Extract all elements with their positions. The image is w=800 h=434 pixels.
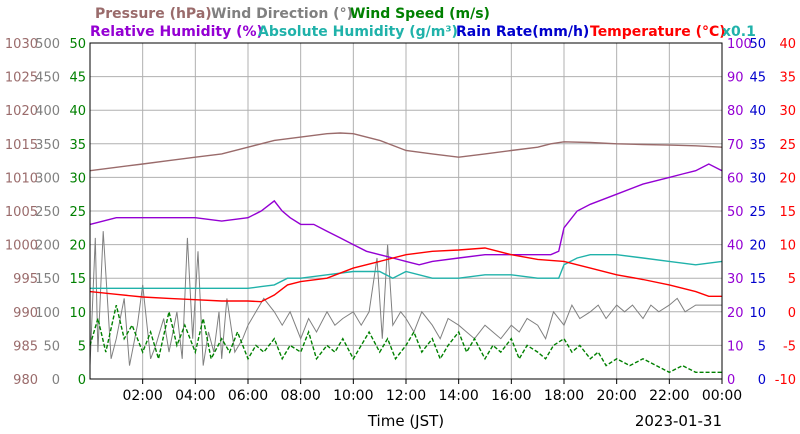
wind-speed-tick-label: 45	[69, 71, 86, 86]
rain-rate-tick-label: 10	[749, 306, 766, 321]
wind-direction-tick-label: 300	[35, 171, 60, 186]
series-line-pressure-hpa	[89, 132, 723, 172]
wind-direction-tick-label: 150	[35, 272, 60, 287]
temperature-tick-label: 10	[779, 239, 796, 254]
temperature-tick-label: 15	[779, 205, 796, 220]
series-line-wind-direction	[89, 231, 722, 366]
temperature-tick-label: 25	[779, 138, 796, 153]
humidity-tick-label: 90	[727, 71, 744, 86]
x-tick-label: 12:00	[386, 388, 426, 404]
x-tick-label: 08:00	[280, 388, 320, 404]
rain-rate-tick-label: 45	[749, 71, 766, 86]
wind-speed-tick-label: 10	[69, 306, 86, 321]
temperature-tick-label: -5	[783, 339, 796, 354]
x-tick-label: 22:00	[649, 388, 689, 404]
wind-speed-tick-label: 25	[69, 205, 86, 220]
humidity-tick-label: 80	[727, 104, 744, 119]
humidity-tick-label: 40	[727, 239, 744, 254]
pressure-tick-label: 980	[13, 373, 38, 388]
humidity-tick-label: 60	[727, 171, 744, 186]
wind-speed-tick-label: 50	[69, 37, 86, 52]
humidity-tick-label: 30	[727, 272, 744, 287]
rain-rate-tick-label: 35	[749, 138, 766, 153]
x-axis-label: Time (JST)	[367, 412, 444, 430]
legend-wind-speed: Wind Speed (m/s)	[350, 6, 490, 22]
rain-rate-tick-label: 0	[758, 373, 766, 388]
humidity-tick-label: 10	[727, 339, 744, 354]
wind-speed-tick-label: 40	[69, 104, 86, 119]
x-tick-label: 04:00	[175, 388, 215, 404]
rain-rate-tick-label: 5	[758, 339, 766, 354]
x-tick-label: 00:00	[702, 388, 742, 404]
wind-speed-tick-label: 20	[69, 239, 86, 254]
wind-direction-tick-label: 50	[43, 339, 60, 354]
temperature-tick-label: 30	[779, 104, 796, 119]
wind-direction-tick-label: 350	[35, 138, 60, 153]
temperature-tick-label: 35	[779, 71, 796, 86]
series-line-wind-speed-m-s	[89, 304, 722, 374]
x-tick-label: 02:00	[122, 388, 162, 404]
pressure-tick-label: 995	[13, 272, 38, 287]
wind-speed-tick-label: 0	[78, 373, 86, 388]
wind-direction-tick-label: 100	[35, 306, 60, 321]
wind-direction-tick-label: 500	[35, 37, 60, 52]
y-axes: 9809859909951000100510101015102010251030…	[5, 37, 796, 388]
pressure-tick-label: 1005	[5, 205, 38, 220]
x-tick-label: 18:00	[544, 388, 584, 404]
rain-rate-tick-label: 25	[749, 205, 766, 220]
wind-direction-tick-label: 450	[35, 71, 60, 86]
wind-speed-tick-label: 15	[69, 272, 86, 287]
rain-rate-tick-label: 50	[749, 37, 766, 52]
humidity-tick-label: 0	[727, 373, 735, 388]
temperature-tick-label: 40	[779, 37, 796, 52]
x-axis: 02:00 04:00 06:00 08:00 10:00 12:00 14:00 16:00…	[122, 379, 742, 404]
humidity-tick-label: 100	[727, 37, 752, 52]
wind-direction-tick-label: 250	[35, 205, 60, 220]
legend-absolute-humidity: Absolute Humidity (g/m³)	[258, 24, 458, 40]
rain-rate-tick-label: 15	[749, 272, 766, 287]
pressure-tick-label: 1030	[5, 37, 38, 52]
humidity-tick-label: 20	[727, 306, 744, 321]
x-tick-label: 16:00	[491, 388, 531, 404]
legend-pressure: Pressure (hPa)	[95, 6, 212, 22]
pressure-tick-label: 1025	[5, 71, 38, 86]
legend-relative-humidity: Relative Humidity (%)	[90, 24, 263, 40]
wind-direction-tick-label: 0	[52, 373, 60, 388]
humidity-tick-label: 50	[727, 205, 744, 220]
x-tick-label: 20:00	[596, 388, 636, 404]
grid	[90, 43, 722, 379]
chart-date: 2023-01-31	[635, 412, 722, 430]
wind-speed-tick-label: 5	[78, 339, 86, 354]
temperature-tick-label: 5	[788, 272, 796, 287]
x-tick-label: 10:00	[333, 388, 373, 404]
pressure-tick-label: 1015	[5, 138, 38, 153]
humidity-tick-label: 70	[727, 138, 744, 153]
wind-direction-tick-label: 400	[35, 104, 60, 119]
pressure-tick-label: 1000	[5, 239, 38, 254]
wind-speed-tick-label: 30	[69, 171, 86, 186]
pressure-tick-label: 1010	[5, 171, 38, 186]
legend-temperature: Temperature (°C)	[590, 24, 726, 40]
legend-rain-rate: Rain Rate(mm/h)	[456, 24, 589, 40]
rain-rate-tick-label: 40	[749, 104, 766, 119]
temperature-tick-label: 0	[788, 306, 796, 321]
legend-scale-note: x0.1	[722, 24, 756, 40]
wind-speed-tick-label: 35	[69, 138, 86, 153]
temperature-tick-label: -10	[775, 373, 796, 388]
series-line-temperature-c	[89, 247, 722, 303]
wind-direction-tick-label: 200	[35, 239, 60, 254]
temperature-tick-label: 20	[779, 171, 796, 186]
pressure-tick-label: 990	[13, 306, 38, 321]
rain-rate-tick-label: 30	[749, 171, 766, 186]
legend: Pressure (hPa) Wind Direction (°) Wind S…	[90, 6, 756, 40]
x-tick-label: 14:00	[438, 388, 478, 404]
series-line-absolute-humidity-g-m	[90, 254, 723, 289]
rain-rate-tick-label: 20	[749, 239, 766, 254]
legend-wind-direction: Wind Direction (°)	[211, 6, 353, 22]
pressure-tick-label: 1020	[5, 104, 38, 119]
series-layer	[89, 132, 723, 374]
pressure-tick-label: 985	[13, 339, 38, 354]
x-tick-label: 06:00	[228, 388, 268, 404]
